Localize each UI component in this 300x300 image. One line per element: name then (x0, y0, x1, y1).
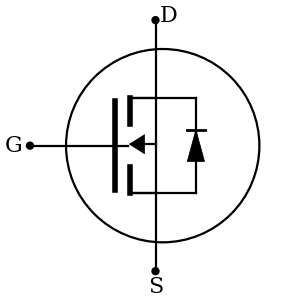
Circle shape (152, 17, 159, 24)
Polygon shape (130, 135, 145, 154)
Circle shape (26, 142, 34, 149)
Polygon shape (187, 130, 205, 161)
Text: D: D (160, 5, 177, 27)
Circle shape (152, 268, 159, 274)
Text: S: S (148, 276, 163, 298)
Text: G: G (5, 135, 23, 157)
